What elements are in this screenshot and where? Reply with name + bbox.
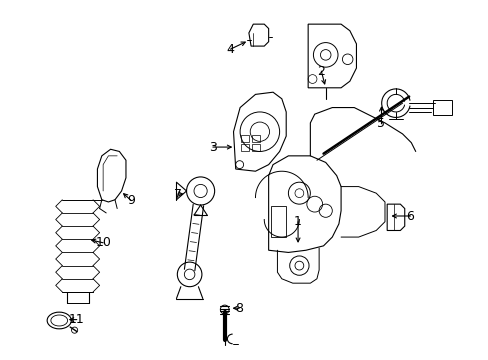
Bar: [251, 135, 259, 142]
Text: 3: 3: [208, 140, 216, 154]
Text: 11: 11: [69, 313, 84, 326]
Bar: [241, 144, 248, 152]
Text: 7: 7: [173, 188, 182, 201]
Bar: [241, 135, 248, 142]
Bar: [251, 144, 259, 152]
Text: 9: 9: [127, 194, 135, 207]
Text: 4: 4: [226, 43, 234, 56]
Text: 2: 2: [317, 65, 325, 78]
Bar: [270, 206, 285, 237]
Text: 10: 10: [95, 236, 111, 249]
Text: 6: 6: [406, 210, 413, 222]
Text: 8: 8: [235, 302, 243, 315]
Text: 1: 1: [293, 215, 302, 228]
Bar: [432, 100, 451, 115]
Text: 5: 5: [377, 117, 385, 130]
